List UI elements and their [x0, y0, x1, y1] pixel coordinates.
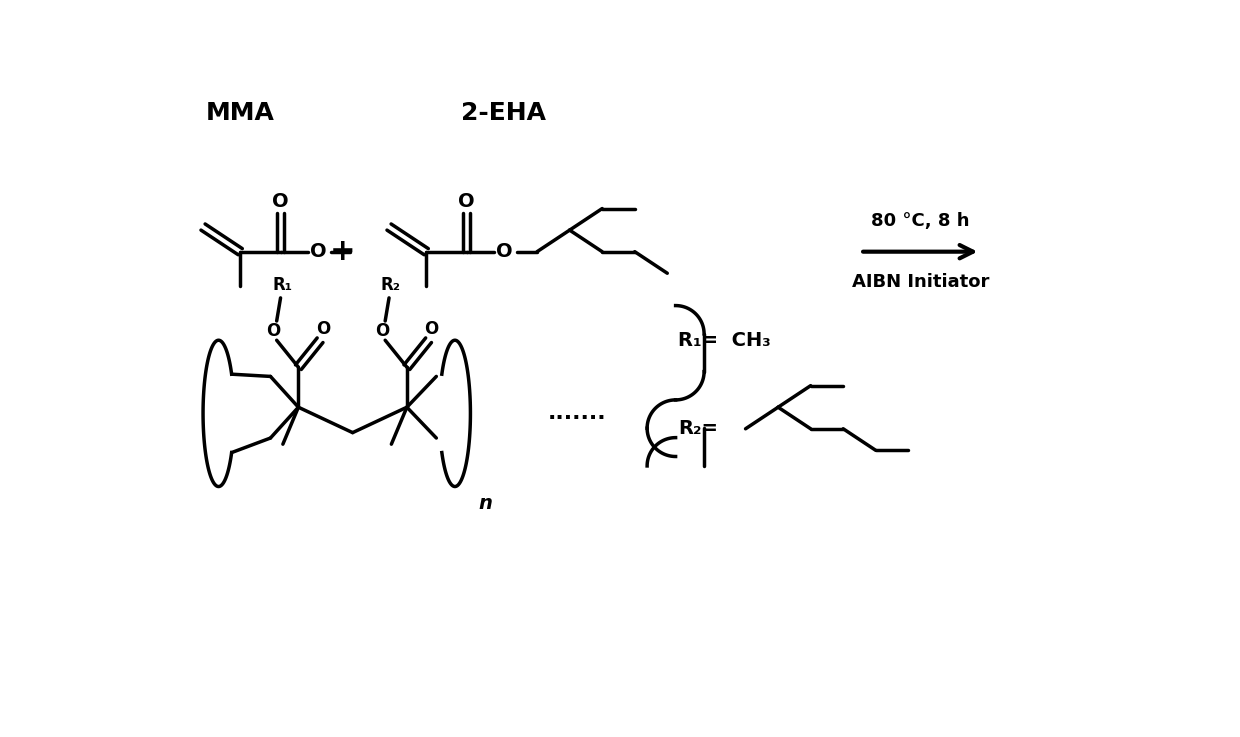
Text: 2-EHA: 2-EHA [461, 101, 547, 125]
Text: O: O [459, 192, 475, 211]
Text: +: + [330, 237, 356, 266]
Text: R₂: R₂ [381, 276, 401, 294]
Text: R₁: R₁ [272, 276, 293, 294]
Text: O: O [424, 320, 439, 338]
Text: 80 °C, 8 h: 80 °C, 8 h [870, 212, 970, 230]
Text: O: O [316, 320, 330, 338]
Text: O: O [374, 322, 389, 340]
Text: O: O [267, 322, 280, 340]
Text: R₂=: R₂= [678, 419, 718, 439]
Text: MMA: MMA [206, 101, 275, 125]
Text: AIBN Initiator: AIBN Initiator [852, 273, 990, 291]
Text: R₁=  CH₃: R₁= CH₃ [678, 331, 771, 350]
Text: .......: ....... [548, 403, 606, 423]
Text: O: O [310, 242, 327, 261]
Text: n: n [479, 495, 492, 513]
Text: O: O [496, 242, 513, 261]
Text: O: O [273, 192, 289, 211]
